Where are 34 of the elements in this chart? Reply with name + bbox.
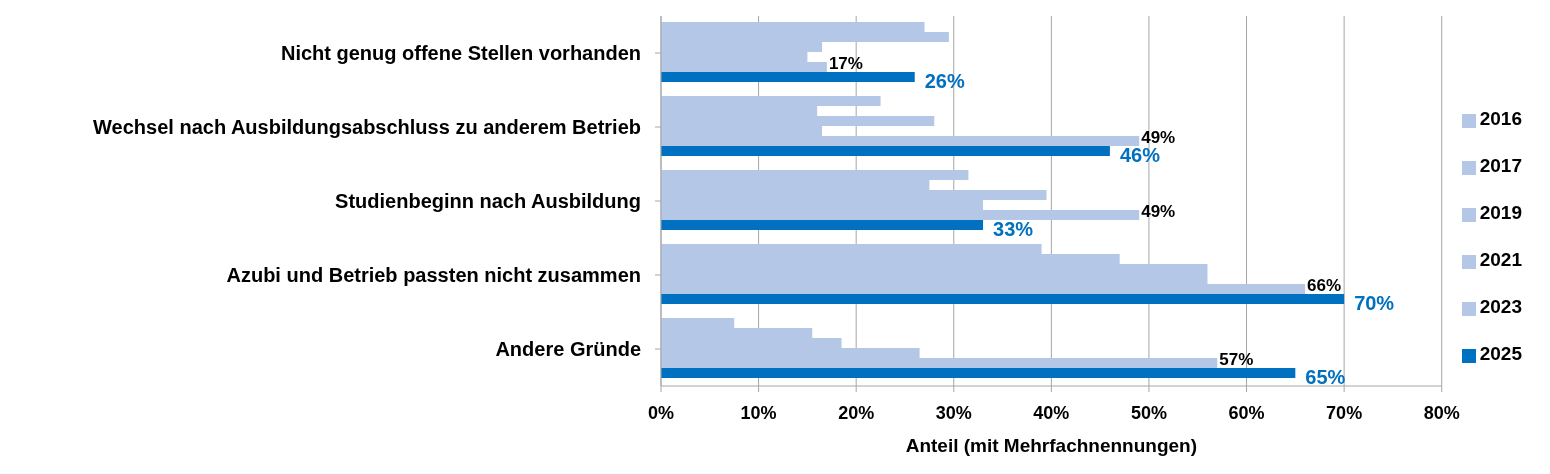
x-tick-label: 50% [1130, 402, 1167, 423]
x-tick-label: 60% [1228, 402, 1265, 423]
legend-label: 2021 [1479, 249, 1522, 270]
legend-label: 2019 [1479, 202, 1522, 223]
x-axis-title: Anteil (mit Mehrfachnennungen) [905, 435, 1198, 456]
legend-label: 2025 [1479, 343, 1522, 364]
legend-label: 2023 [1479, 296, 1522, 317]
x-tick-label: 80% [1423, 402, 1460, 423]
data-label: 17% [828, 54, 863, 74]
bar [661, 367, 1296, 378]
bar [661, 293, 1345, 304]
x-tick-label: 10% [740, 402, 777, 423]
bar [661, 71, 915, 82]
data-label: 70% [1354, 292, 1395, 315]
data-label: 26% [924, 70, 965, 93]
data-label: 49% [1141, 202, 1176, 222]
x-tick-label: 0% [647, 402, 675, 423]
data-label: 66% [1307, 276, 1342, 296]
y-tick-label: Azubi und Betrieb passten nicht zusammen [226, 264, 641, 287]
x-tick-label: 30% [935, 402, 972, 423]
bar [661, 219, 984, 230]
legend-label: 2016 [1479, 108, 1522, 129]
data-label: 57% [1219, 350, 1254, 370]
y-tick-label: Andere Gründe [495, 338, 641, 361]
data-label: 65% [1305, 366, 1346, 389]
y-tick-label: Wechsel nach Ausbildungsabschluss zu anderem Betrieb [93, 116, 641, 139]
y-tick-label: Studienbeginn nach Ausbildung [335, 190, 641, 213]
x-tick-label: 70% [1326, 402, 1363, 423]
data-label: 33% [993, 218, 1034, 241]
bar [661, 145, 1110, 156]
legend-label: 2017 [1479, 155, 1522, 176]
x-tick-label: 20% [838, 402, 875, 423]
y-tick-label: Nicht genug offene Stellen vorhanden [280, 42, 641, 65]
x-tick-label: 40% [1033, 402, 1070, 423]
